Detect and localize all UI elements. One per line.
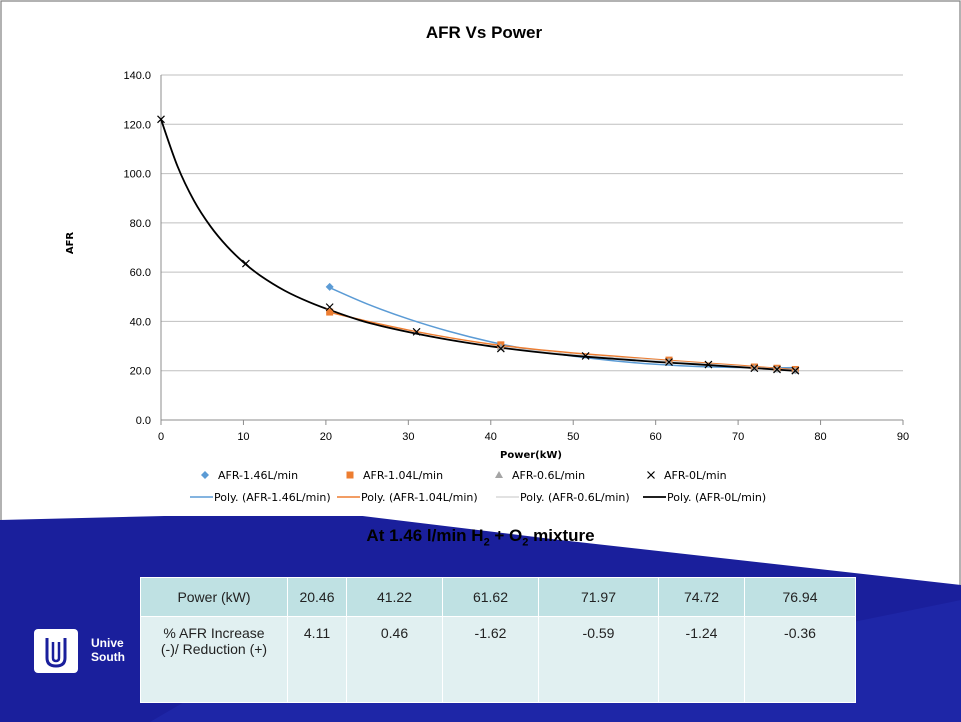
row-header-afr-change: % AFR Increase (-)/ Reduction (+)	[140, 616, 288, 703]
legend-label: Poly. (AFR-0.6L/min)	[520, 491, 630, 504]
afr-change-table: Power (kW) 20.46 41.22 61.62 71.97 74.72…	[140, 577, 856, 703]
y-tick-label: 120.0	[123, 119, 151, 131]
table-row-afr-change: % AFR Increase (-)/ Reduction (+) 4.11 0…	[140, 616, 856, 703]
data-point	[241, 259, 250, 268]
table-subtitle: At 1.46 l/min H2 + O2 mixture	[366, 526, 595, 549]
table-row-power: Power (kW) 20.46 41.22 61.62 71.97 74.72…	[140, 577, 856, 617]
y-tick-label: 20.0	[130, 366, 151, 378]
y-tick-label: 40.0	[130, 316, 151, 328]
university-logo	[33, 628, 79, 679]
x-tick-label: 10	[237, 431, 249, 443]
logo-text: Unive South	[91, 636, 125, 664]
y-tick-label: 140.0	[123, 70, 151, 82]
y-tick-label: 60.0	[130, 267, 151, 279]
x-axis-ticks: 0 10 20 30 40 50 60 70 80 90	[158, 420, 909, 443]
logo-line-2: South	[91, 650, 125, 664]
afr-change-cell: 4.11	[287, 616, 347, 703]
x-tick-label: 40	[485, 431, 497, 443]
legend-label: AFR-0L/min	[664, 469, 727, 482]
data-point	[665, 357, 674, 365]
x-tick-label: 80	[814, 431, 826, 443]
afr-change-cell: -0.36	[744, 616, 856, 703]
x-tick-label: 0	[158, 431, 164, 443]
legend-label: Poly. (AFR-1.04L/min)	[361, 491, 478, 504]
power-cell: 71.97	[538, 577, 659, 617]
data-point	[791, 366, 800, 375]
data-point	[773, 365, 781, 374]
data-point	[581, 352, 590, 360]
legend-label: AFR-1.46L/min	[218, 469, 298, 482]
afr-change-cell: -0.59	[538, 616, 659, 703]
data-point	[750, 364, 759, 373]
data-point	[157, 115, 165, 124]
data-point	[495, 471, 503, 478]
data-point	[496, 343, 505, 351]
x-tick-label: 90	[897, 431, 909, 443]
chart-area	[4, 4, 957, 516]
power-cell: 76.94	[744, 577, 856, 617]
afr-change-cell: -1.62	[442, 616, 539, 703]
x-tick-label: 20	[320, 431, 332, 443]
chart-title: AFR Vs Power	[426, 23, 543, 42]
y-tick-label: 80.0	[130, 218, 151, 230]
power-cell: 61.62	[442, 577, 539, 617]
legend-label: Poly. (AFR-1.46L/min)	[214, 491, 331, 504]
y-axis-label: AFR	[65, 232, 76, 255]
x-tick-label: 50	[567, 431, 579, 443]
power-cell: 41.22	[346, 577, 443, 617]
data-point	[704, 360, 713, 369]
data-point	[325, 282, 334, 291]
x-axis-label: Power(kW)	[500, 450, 562, 461]
x-tick-label: 60	[650, 431, 662, 443]
row-header-power: Power (kW)	[140, 577, 288, 617]
y-axis-ticks: 0.0 20.0 40.0 60.0 80.0 100.0 120.0 140.0	[123, 70, 151, 427]
x-tick-label: 30	[402, 431, 414, 443]
y-tick-label: 100.0	[123, 169, 151, 181]
data-point	[647, 471, 655, 479]
data-point	[326, 308, 334, 316]
power-cell: 74.72	[658, 577, 745, 617]
afr-change-cell: -1.24	[658, 616, 745, 703]
trendline-1	[329, 311, 796, 371]
trendline-3	[160, 119, 796, 372]
legend-label: AFR-0.6L/min	[512, 469, 585, 482]
legend: AFR-1.46L/min AFR-1.04L/min AFR-0.6L/min AF…	[190, 469, 766, 504]
data-markers	[157, 115, 800, 375]
data-point	[325, 303, 334, 312]
data-point	[412, 327, 421, 336]
data-point	[496, 344, 505, 353]
afr-change-cell: 0.46	[346, 616, 443, 703]
logo-line-1: Unive	[91, 636, 124, 650]
power-cell: 20.46	[287, 577, 347, 617]
data-point	[201, 471, 209, 479]
data-point	[346, 471, 354, 479]
legend-label: AFR-1.04L/min	[363, 469, 443, 482]
x-tick-label: 70	[732, 431, 744, 443]
logo-icon	[34, 629, 78, 673]
legend-label: Poly. (AFR-0L/min)	[667, 491, 766, 504]
data-point	[665, 358, 673, 367]
y-tick-label: 0.0	[136, 415, 151, 427]
